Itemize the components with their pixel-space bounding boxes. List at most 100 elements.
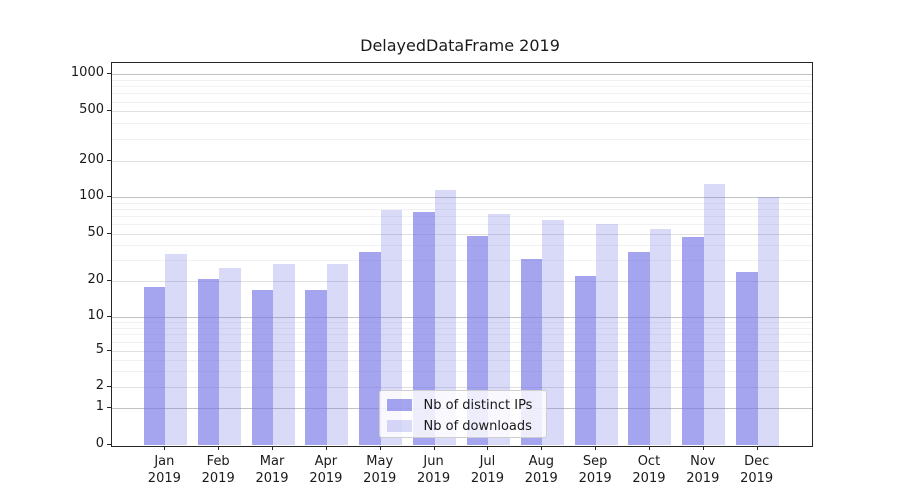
bar-downloads-jun <box>434 190 457 446</box>
x-tick-month-dec: Dec <box>744 453 770 469</box>
bar-distinct-ips-nov <box>682 236 704 446</box>
bar-downloads-sep <box>596 224 618 446</box>
x-tick-label-dec: Dec 2019 <box>727 453 787 487</box>
y-tick-500 <box>106 110 111 112</box>
gridline-200 <box>111 160 812 162</box>
gridline-minor-900 <box>111 79 812 81</box>
x-tick-year-mar: 2019 <box>255 470 289 486</box>
y-tick-label-500: 500 <box>79 102 104 118</box>
gridline-minor-3 <box>111 371 812 373</box>
x-tick-label-apr: Apr 2019 <box>296 453 356 487</box>
x-tick-month-sep: Sep <box>582 453 608 469</box>
y-tick-0 <box>106 444 111 446</box>
gridline-minor-4 <box>111 359 812 361</box>
x-tick-jun <box>433 445 435 450</box>
bar-downloads-feb <box>219 267 241 446</box>
x-tick-sep <box>595 445 597 450</box>
x-tick-month-apr: Apr <box>314 453 338 469</box>
x-tick-year-dec: 2019 <box>740 470 774 486</box>
y-tick-20 <box>106 280 111 282</box>
bar-distinct-ips-dec <box>736 271 758 446</box>
x-tick-mar <box>272 445 274 450</box>
y-tick-100 <box>106 196 111 197</box>
legend-label-distinct-ips: Nb of distinct IPs <box>423 397 533 413</box>
gridline-100 <box>111 197 812 198</box>
y-tick-1000 <box>106 73 111 75</box>
bar-downloads-aug <box>542 219 564 446</box>
gridline-minor-30 <box>111 260 812 262</box>
bar-downloads-jan <box>165 253 187 446</box>
x-tick-dec <box>756 445 758 450</box>
x-tick-year-oct: 2019 <box>632 470 666 486</box>
y-tick-50 <box>106 232 111 234</box>
gridline-50 <box>111 233 812 235</box>
x-tick-year-sep: 2019 <box>578 470 612 486</box>
y-tick-label-10: 10 <box>87 307 104 323</box>
bar-distinct-ips-mar <box>251 289 274 446</box>
x-tick-year-apr: 2019 <box>309 470 343 486</box>
bar-distinct-ips-may <box>359 252 381 446</box>
gridline-minor-70 <box>111 215 812 217</box>
bar-distinct-ips-apr <box>305 289 327 446</box>
x-tick-nov <box>702 445 704 450</box>
gridline-5 <box>111 350 812 352</box>
gridline-minor-80 <box>111 208 812 210</box>
bar-downloads-jul <box>488 214 510 446</box>
x-tick-label-nov: Nov 2019 <box>673 453 733 487</box>
x-tick-label-feb: Feb 2019 <box>188 453 248 487</box>
x-tick-label-aug: Aug 2019 <box>511 453 571 487</box>
gridline-500 <box>111 111 812 113</box>
y-tick-label-2: 2 <box>95 378 104 394</box>
x-tick-year-jun: 2019 <box>417 470 451 486</box>
gridline-minor-7 <box>111 334 812 336</box>
x-tick-may <box>379 445 381 450</box>
gridline-minor-90 <box>111 202 812 204</box>
legend-swatch-downloads <box>386 419 412 433</box>
bar-distinct-ips-oct <box>628 252 650 446</box>
x-tick-feb <box>218 445 220 450</box>
x-tick-month-mar: Mar <box>259 453 285 469</box>
y-tick-2 <box>106 386 111 388</box>
x-tick-month-may: May <box>366 453 394 469</box>
y-tick-label-1: 1 <box>95 399 104 415</box>
x-tick-oct <box>648 445 650 450</box>
y-tick-label-1000: 1000 <box>70 65 104 81</box>
bar-distinct-ips-jun <box>413 212 435 446</box>
gridline-minor-300 <box>111 138 812 140</box>
x-tick-year-jul: 2019 <box>470 470 504 486</box>
y-tick-10 <box>106 315 111 317</box>
x-tick-year-jan: 2019 <box>147 470 181 486</box>
x-tick-label-jul: Jul 2019 <box>457 453 517 487</box>
x-tick-label-oct: Oct 2019 <box>619 453 679 487</box>
x-tick-month-jul: Jul <box>479 453 496 469</box>
x-tick-year-feb: 2019 <box>201 470 235 486</box>
gridline-minor-40 <box>111 245 812 247</box>
y-tick-5 <box>106 349 111 351</box>
legend-swatch-distinct-ips <box>386 398 412 412</box>
bar-distinct-ips-sep <box>574 276 597 446</box>
chart-title: DelayedDataFrame 2019 <box>360 36 560 55</box>
x-tick-month-jan: Jan <box>154 453 175 469</box>
legend: Nb of distinct IPs Nb of downloads <box>378 389 547 438</box>
y-tick-label-200: 200 <box>79 151 104 167</box>
gridline-minor-6 <box>111 341 812 343</box>
gridline-minor-60 <box>111 224 812 226</box>
x-tick-jan <box>164 445 166 450</box>
x-tick-jul <box>487 445 489 450</box>
legend-row-distinct-ips: Nb of distinct IPs <box>386 395 540 416</box>
bar-downloads-oct <box>649 228 672 446</box>
x-tick-label-jan: Jan 2019 <box>134 453 194 487</box>
bar-downloads-mar <box>273 263 295 446</box>
x-tick-month-feb: Feb <box>206 453 230 469</box>
bar-downloads-dec <box>757 197 780 446</box>
gridline-20 <box>111 281 812 283</box>
bar-distinct-ips-feb <box>197 278 220 446</box>
gridline-minor-9 <box>111 321 812 323</box>
gridline-minor-8 <box>111 327 812 329</box>
y-tick-1 <box>106 407 111 409</box>
x-tick-month-oct: Oct <box>637 453 661 469</box>
x-tick-apr <box>325 445 327 450</box>
bar-downloads-nov <box>703 184 726 446</box>
gridline-1000 <box>111 74 812 76</box>
